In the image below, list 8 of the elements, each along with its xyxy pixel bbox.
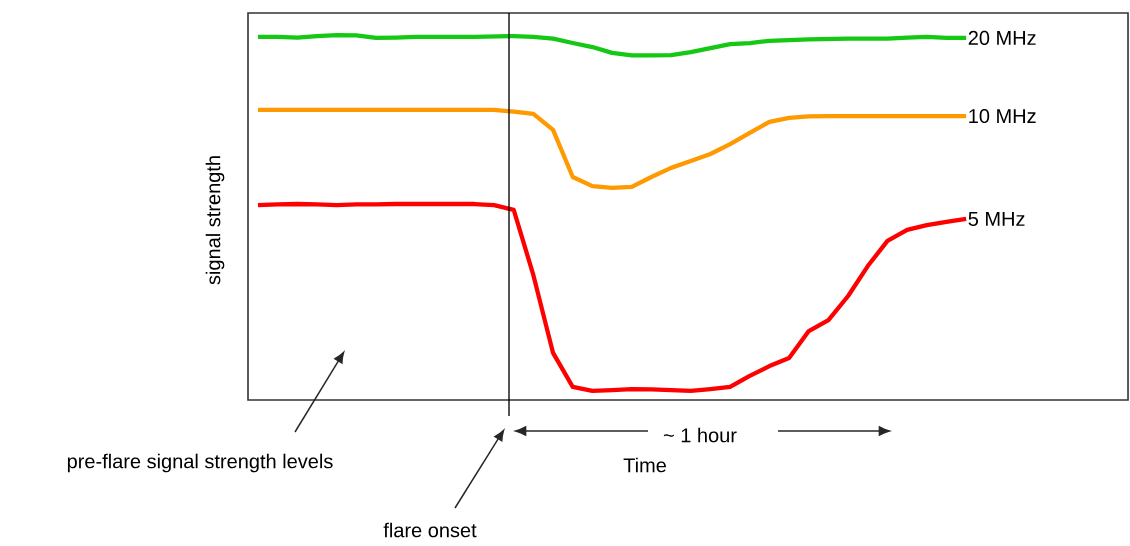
x-axis-title: Time [623,457,666,473]
series-label: 5 MHz [968,212,1025,226]
text: ~ 1 hour [663,427,737,443]
series-label: 10 MHz [969,108,1036,124]
text: pre-flare signal strength levels [67,453,333,473]
text: flare onset [383,522,477,538]
y-axis-title: signal strength [205,156,225,285]
series-label: 20 MHz [968,30,1036,45]
